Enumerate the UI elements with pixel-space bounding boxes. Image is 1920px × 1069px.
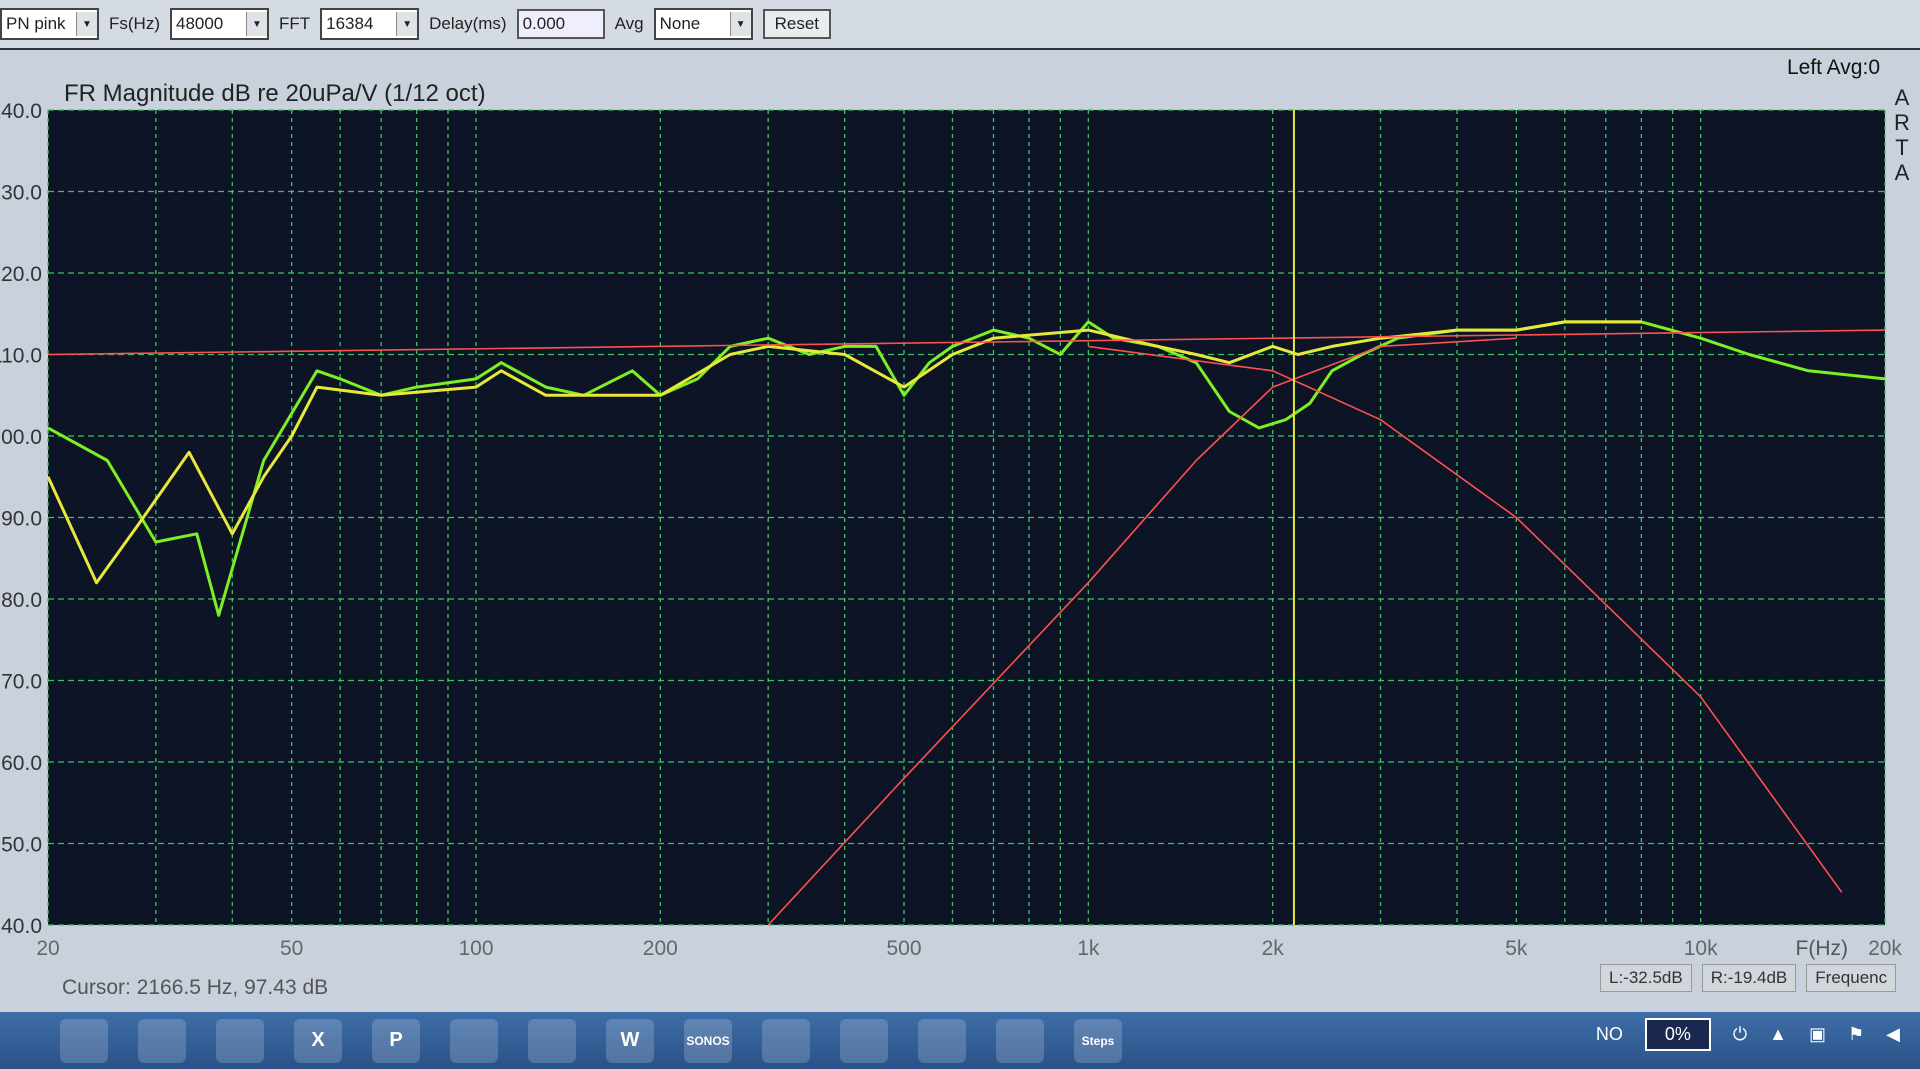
taskbar-app-steps[interactable]: Steps xyxy=(1074,1018,1122,1063)
series-line-red-3 xyxy=(1088,345,1843,893)
taskbar-app-powerpoint[interactable]: P xyxy=(372,1018,420,1063)
channel-label: Left Avg:0 xyxy=(1786,56,1880,79)
chevron-down-icon[interactable]: ▼ xyxy=(245,12,267,36)
taskbar-app-office[interactable] xyxy=(840,1018,888,1063)
taskbar-app-media-player[interactable] xyxy=(450,1018,498,1063)
fft-select[interactable]: 16384 ▼ xyxy=(320,8,420,40)
system-tray: NO 0% ⏻ ▲ ▣ ⚑ ◀ xyxy=(1596,1018,1900,1051)
x-tick-label: 200 xyxy=(643,937,678,960)
chevron-down-icon[interactable]: ▼ xyxy=(76,12,97,36)
tray-expand-icon[interactable]: ▲ xyxy=(1769,1024,1787,1044)
y-tick-label: 110.0 xyxy=(0,345,42,368)
y-tick-label: 140.0 xyxy=(0,100,42,123)
taskbar: X P W SONOS Steps xyxy=(0,1012,1920,1069)
power-plug-icon[interactable]: ⏻ xyxy=(1732,1024,1748,1044)
series-line-red-4 xyxy=(767,337,1517,926)
language-indicator[interactable]: NO xyxy=(1595,1024,1623,1044)
y-tick-label: 40.0 xyxy=(1,915,42,938)
series-line-red-2 xyxy=(47,329,1886,356)
taskbar-app-excel[interactable]: X xyxy=(294,1018,342,1063)
y-tick-label: 60.0 xyxy=(1,752,42,775)
battery-indicator[interactable]: 0% xyxy=(1644,1018,1711,1051)
y-tick-label: 130.0 xyxy=(0,182,42,205)
avg-select[interactable]: None ▼ xyxy=(653,8,753,40)
taskbar-app-explorer[interactable] xyxy=(60,1018,108,1063)
fs-label: Fs(Hz) xyxy=(109,14,160,33)
status-right-level: R:-19.4dB xyxy=(1701,964,1797,992)
taskbar-app-sonos[interactable]: SONOS xyxy=(684,1018,732,1063)
cursor-readout: Cursor: 2166.5 Hz, 97.43 dB xyxy=(62,976,329,999)
status-left-level: L:-32.5dB xyxy=(1600,964,1692,992)
y-tick-label: 50.0 xyxy=(1,834,42,857)
status-mode: Frequenc xyxy=(1806,964,1897,992)
taskbar-app-app[interactable] xyxy=(762,1018,810,1063)
network-icon[interactable]: ▣ xyxy=(1809,1024,1827,1044)
taskbar-app-word[interactable]: W xyxy=(606,1018,654,1063)
reset-button[interactable]: Reset xyxy=(762,9,832,39)
taskbar-app-c-app[interactable] xyxy=(918,1018,966,1063)
chevron-down-icon[interactable]: ▼ xyxy=(396,12,418,36)
x-tick-label: 10k xyxy=(1684,937,1718,960)
toolbar: PN pink ▼ Fs(Hz) 48000 ▼ FFT 16384 ▼ Delay(… xyxy=(0,0,1920,50)
x-tick-label: 50 xyxy=(280,937,303,960)
taskbar-app-xa[interactable] xyxy=(528,1018,576,1063)
taskbar-app-grid[interactable] xyxy=(216,1018,264,1063)
avg-label: Avg xyxy=(614,14,644,33)
action-center-flag-icon[interactable]: ⚑ xyxy=(1848,1024,1865,1044)
signal-select[interactable]: PN pink ▼ xyxy=(0,8,99,40)
chart-title: FR Magnitude dB re 20uPa/V (1/12 oct) xyxy=(64,80,486,107)
fft-label: FFT xyxy=(278,14,311,33)
x-tick-label: 5k xyxy=(1505,937,1528,960)
x-tick-label: 1k xyxy=(1077,937,1100,960)
y-tick-label: 100.0 xyxy=(0,426,42,449)
frequency-response-chart[interactable]: 140.0 130.0 120.0 110.0 100.0 90.0 80.0 70.0 60.… xyxy=(0,0,1920,1012)
x-tick-label: 20k xyxy=(1868,937,1902,960)
y-tick-label: 80.0 xyxy=(1,589,42,612)
taskbar-app-lightning[interactable] xyxy=(996,1018,1044,1063)
delay-input[interactable]: 0.000 xyxy=(516,9,605,39)
x-tick-label: 2k xyxy=(1262,937,1285,960)
x-axis-label: F(Hz) xyxy=(1796,937,1848,960)
x-tick-label: 20 xyxy=(36,937,59,960)
delay-label: Delay(ms) xyxy=(429,14,507,33)
volume-icon[interactable]: ◀ xyxy=(1886,1024,1900,1044)
y-tick-label: 120.0 xyxy=(0,263,42,286)
y-tick-label: 70.0 xyxy=(1,671,42,694)
series-line-yellow-1 xyxy=(46,320,1642,585)
status-bar: L:-32.5dB R:-19.4dB Frequenc xyxy=(1600,964,1897,992)
fs-select[interactable]: 48000 ▼ xyxy=(169,8,269,40)
taskbar-app-media[interactable] xyxy=(138,1018,186,1063)
x-tick-label: 500 xyxy=(886,937,921,960)
x-tick-label: 100 xyxy=(458,937,493,960)
chevron-down-icon[interactable]: ▼ xyxy=(729,12,751,36)
y-tick-label: 90.0 xyxy=(1,508,42,531)
